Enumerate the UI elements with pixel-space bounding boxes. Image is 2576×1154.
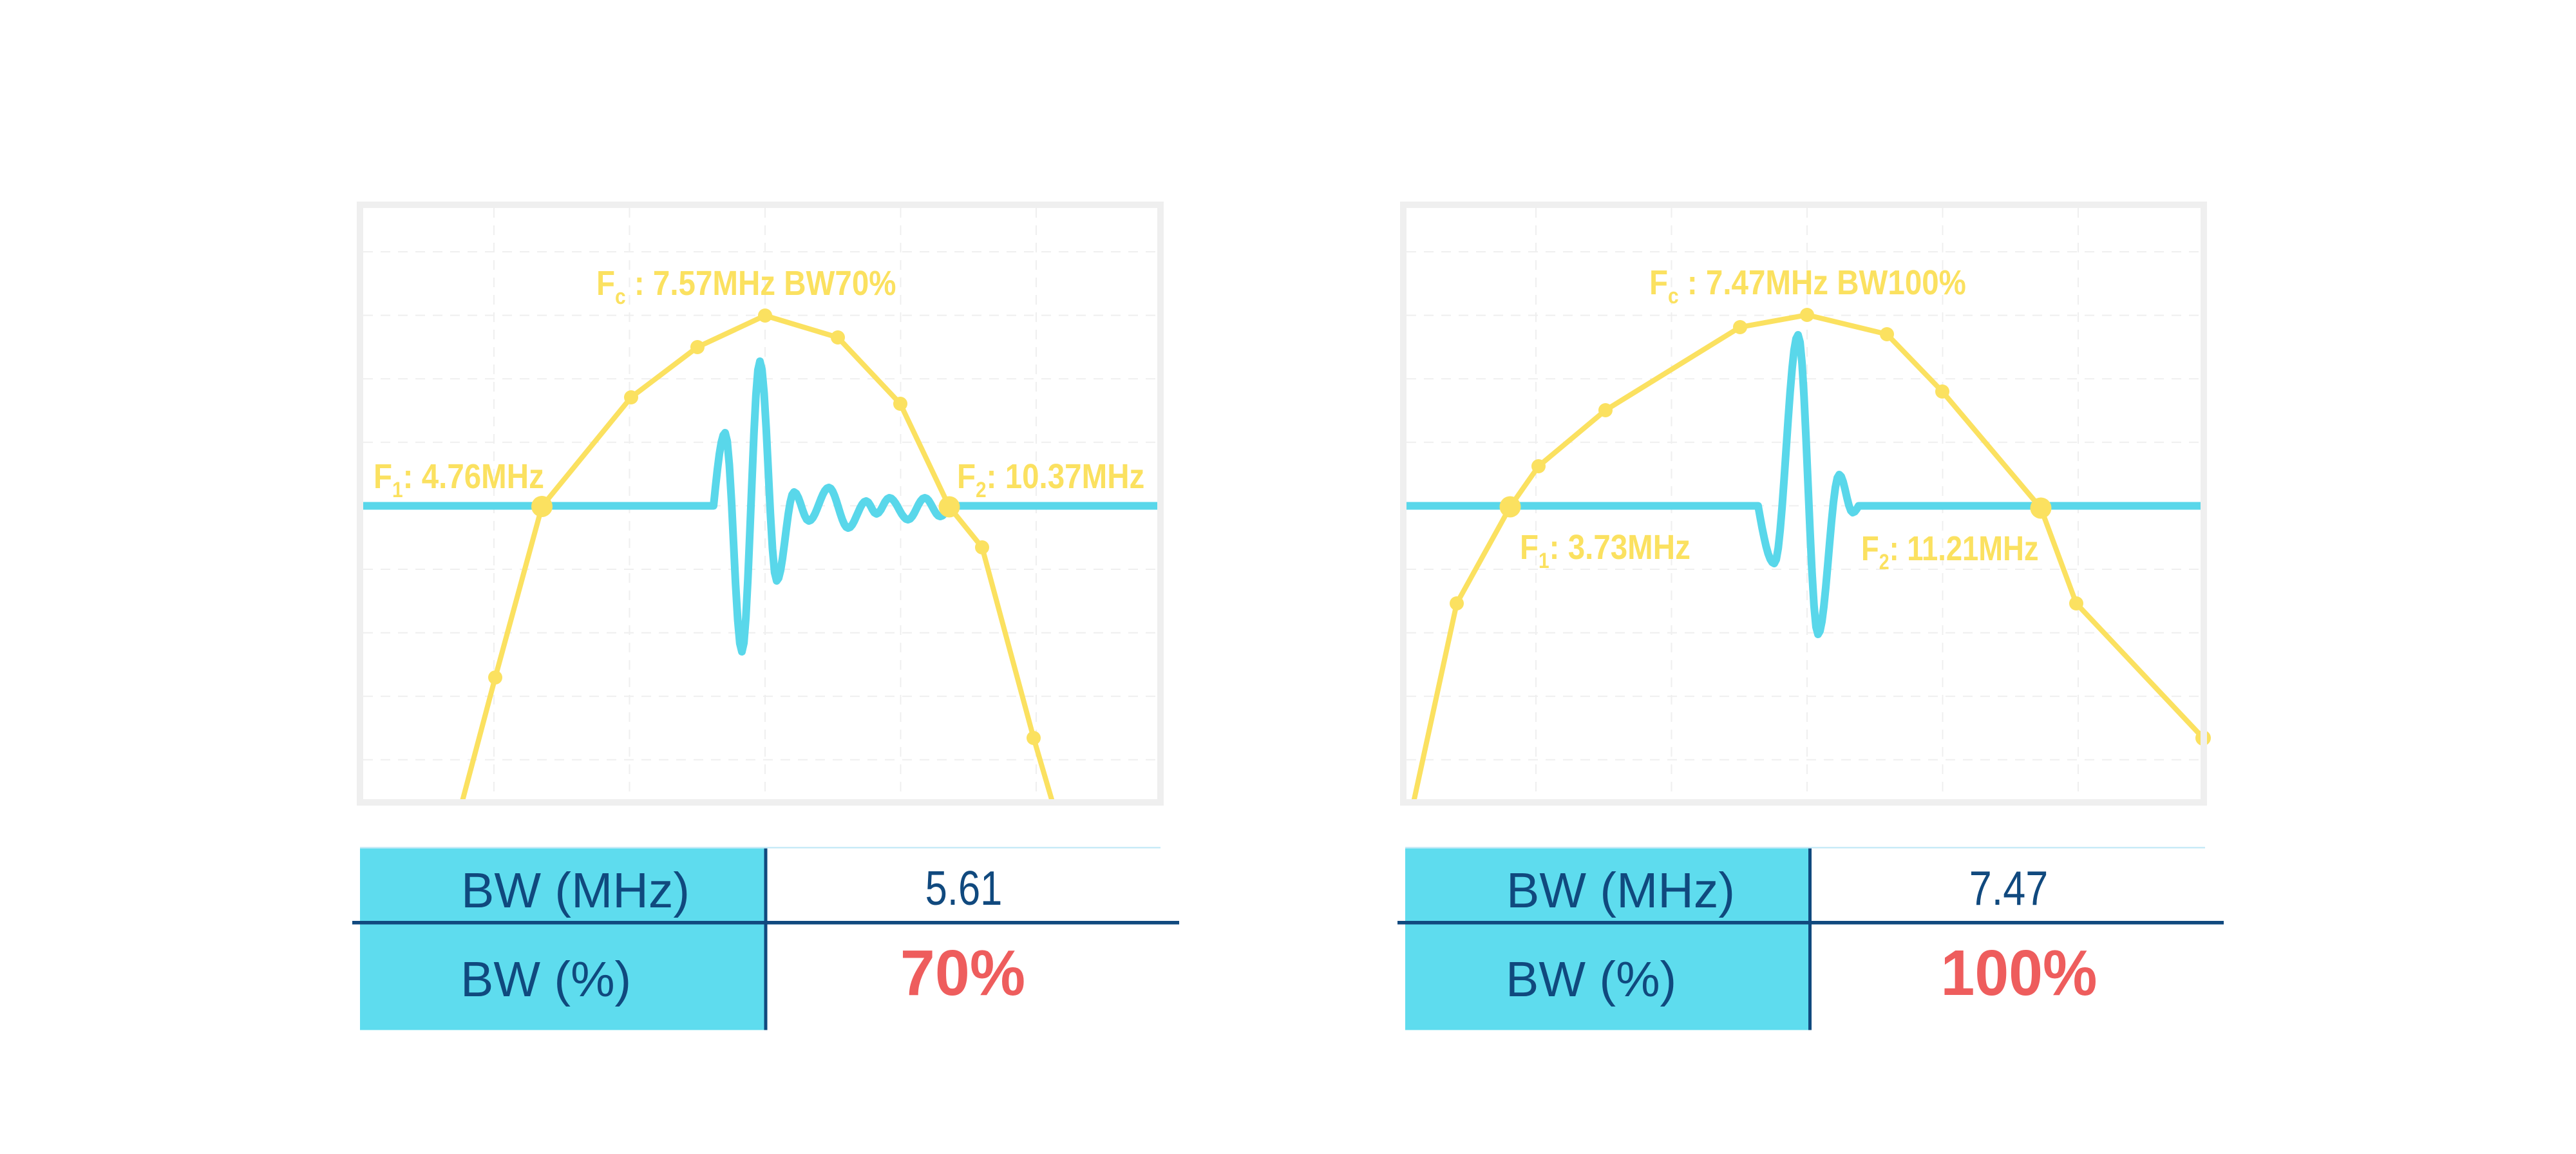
svg-text:70%: 70% <box>900 937 1025 1009</box>
svg-text:7.47: 7.47 <box>1969 861 2049 915</box>
svg-text:F2: 10.37MHz: F2: 10.37MHz <box>957 457 1144 502</box>
svg-text:BW (%): BW (%) <box>1506 952 1676 1007</box>
svg-text:BW (MHz): BW (MHz) <box>461 863 690 918</box>
svg-text:5.61: 5.61 <box>925 861 1003 915</box>
svg-text:F1: 3.73MHz: F1: 3.73MHz <box>1520 527 1690 572</box>
svg-text:F1: 4.76MHz: F1: 4.76MHz <box>374 457 544 502</box>
svg-text:BW (MHz): BW (MHz) <box>1506 863 1735 918</box>
svg-text:BW (%): BW (%) <box>460 952 631 1007</box>
svg-text:100%: 100% <box>1941 937 2098 1009</box>
svg-text:Fc : 7.47MHz BW100%: Fc : 7.47MHz BW100% <box>1649 263 1966 308</box>
svg-text:F2: 11.21MHz: F2: 11.21MHz <box>1861 529 2038 574</box>
svg-text:Fc : 7.57MHz BW70%: Fc : 7.57MHz BW70% <box>596 263 896 308</box>
